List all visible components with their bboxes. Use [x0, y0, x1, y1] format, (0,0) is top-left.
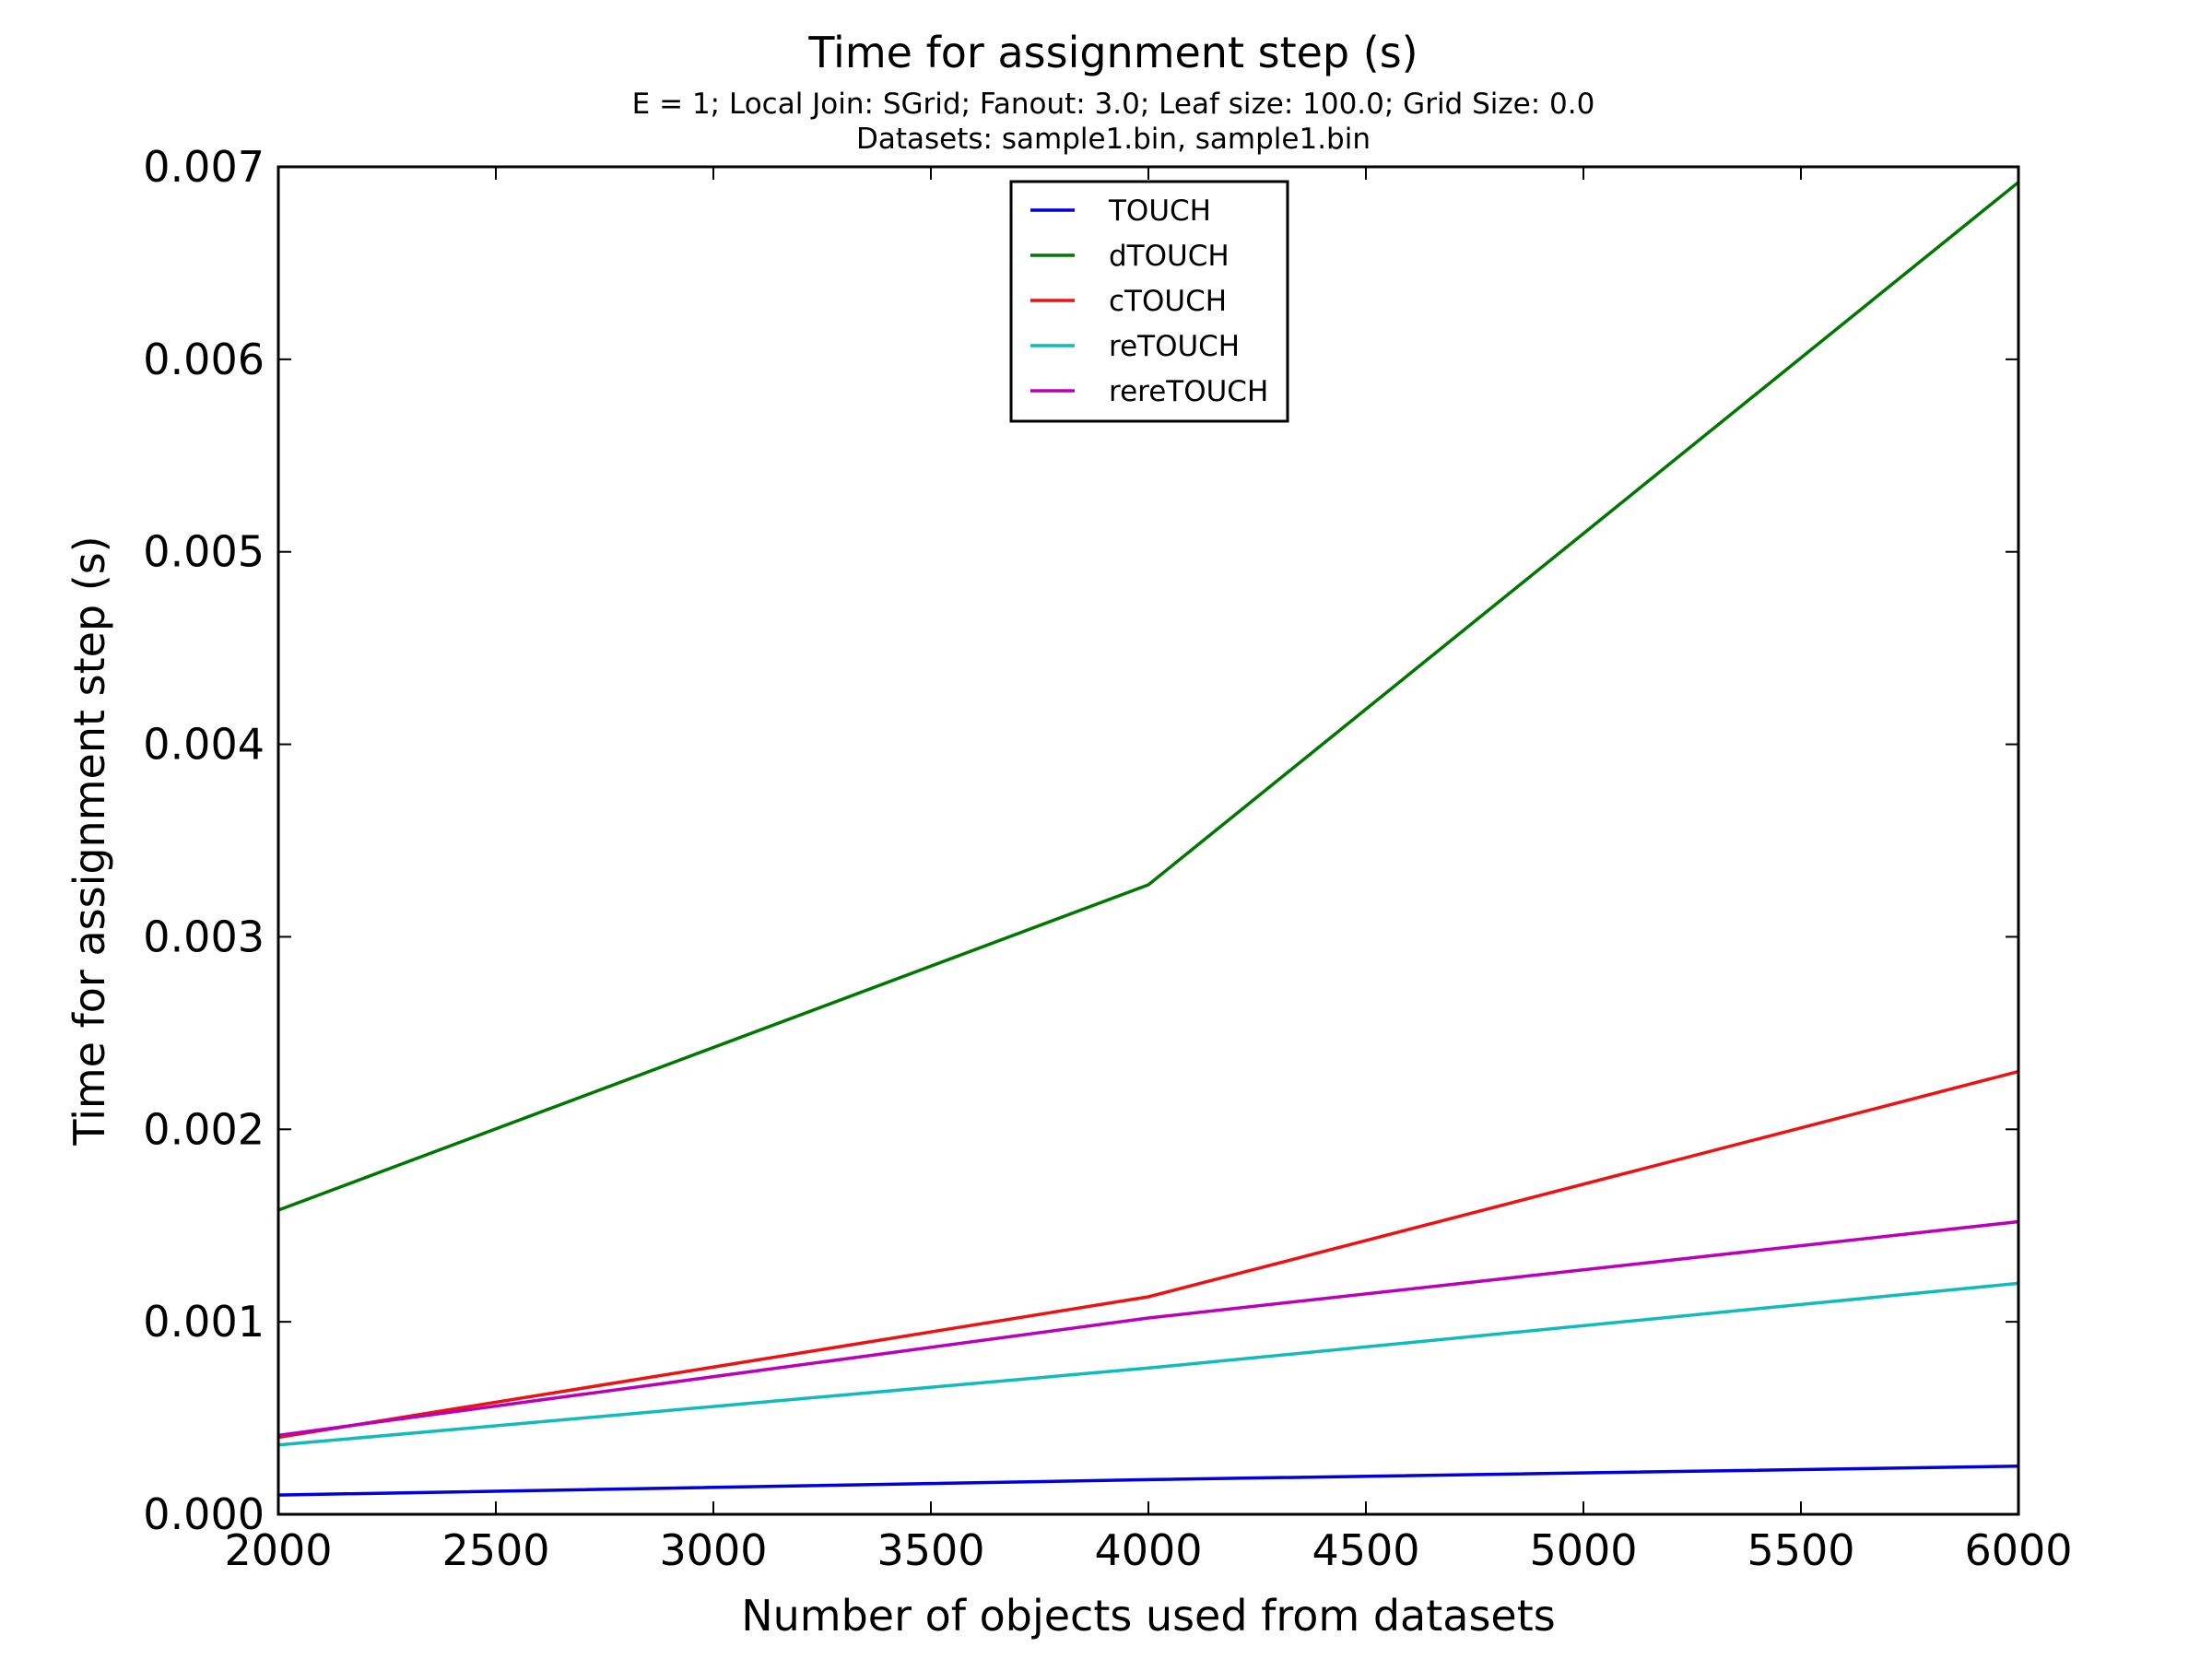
legend-label-reretouch: rereTOUCH [1109, 375, 1268, 408]
series-line-dtouch [277, 181, 2020, 1212]
chart-title: Time for assignment step (s) [807, 28, 1418, 77]
series-line-reretouch [277, 1219, 2019, 1438]
x-tick-label: 2500 [441, 1525, 549, 1575]
x-tick-label: 4000 [1094, 1525, 1202, 1575]
axis-ticks [277, 166, 2019, 1515]
y-tick-label: 0.004 [143, 720, 265, 770]
x-tick-label: 3000 [659, 1525, 767, 1575]
axis-tick-labels: 2000 2500 3000 3500 4000 4500 5000 5500 6000 0.00… [143, 142, 2072, 1575]
x-tick-label: 5500 [1747, 1525, 1854, 1575]
series-line-retouch [277, 1281, 2019, 1447]
y-tick-label: 0.005 [143, 527, 265, 577]
chart-subtitle-line-1: E = 1; Local Join: SGrid; Fanout: 3.0; L… [632, 88, 1595, 121]
y-tick-label: 0.006 [143, 335, 265, 384]
legend-label-retouch: reTOUCH [1109, 330, 1240, 363]
chart-subtitle-line-2: Datasets: sample1.bin, sample1.bin [856, 123, 1371, 156]
y-tick-label: 0.003 [143, 912, 265, 961]
y-tick-label: 0.002 [143, 1104, 265, 1154]
x-tick-label: 2000 [224, 1525, 332, 1575]
y-tick-label: 0.001 [143, 1297, 265, 1347]
legend-label-dtouch: dTOUCH [1109, 240, 1230, 273]
legend-label-ctouch: cTOUCH [1109, 285, 1227, 318]
y-axis-label: Time for assignment step (s) [65, 535, 114, 1146]
series-line-ctouch [277, 1069, 2019, 1440]
x-tick-label: 3500 [877, 1525, 984, 1575]
series-line-touch [277, 1465, 2019, 1497]
x-axis-label: Number of objects used from datasets [741, 1591, 1556, 1641]
plot-lines [277, 181, 2020, 1497]
x-tick-label: 6000 [1964, 1525, 2072, 1575]
legend: TOUCH dTOUCH cTOUCH reTOUCH rereTOUCH [1009, 180, 1289, 423]
y-tick-label: 0.007 [143, 142, 265, 192]
legend-items: TOUCH dTOUCH cTOUCH reTOUCH rereTOUCH [1030, 194, 1268, 408]
x-tick-label: 4500 [1312, 1525, 1419, 1575]
y-tick-label: 0.000 [143, 1489, 265, 1539]
legend-label-touch: TOUCH [1108, 194, 1211, 228]
x-tick-label: 5000 [1529, 1525, 1637, 1575]
